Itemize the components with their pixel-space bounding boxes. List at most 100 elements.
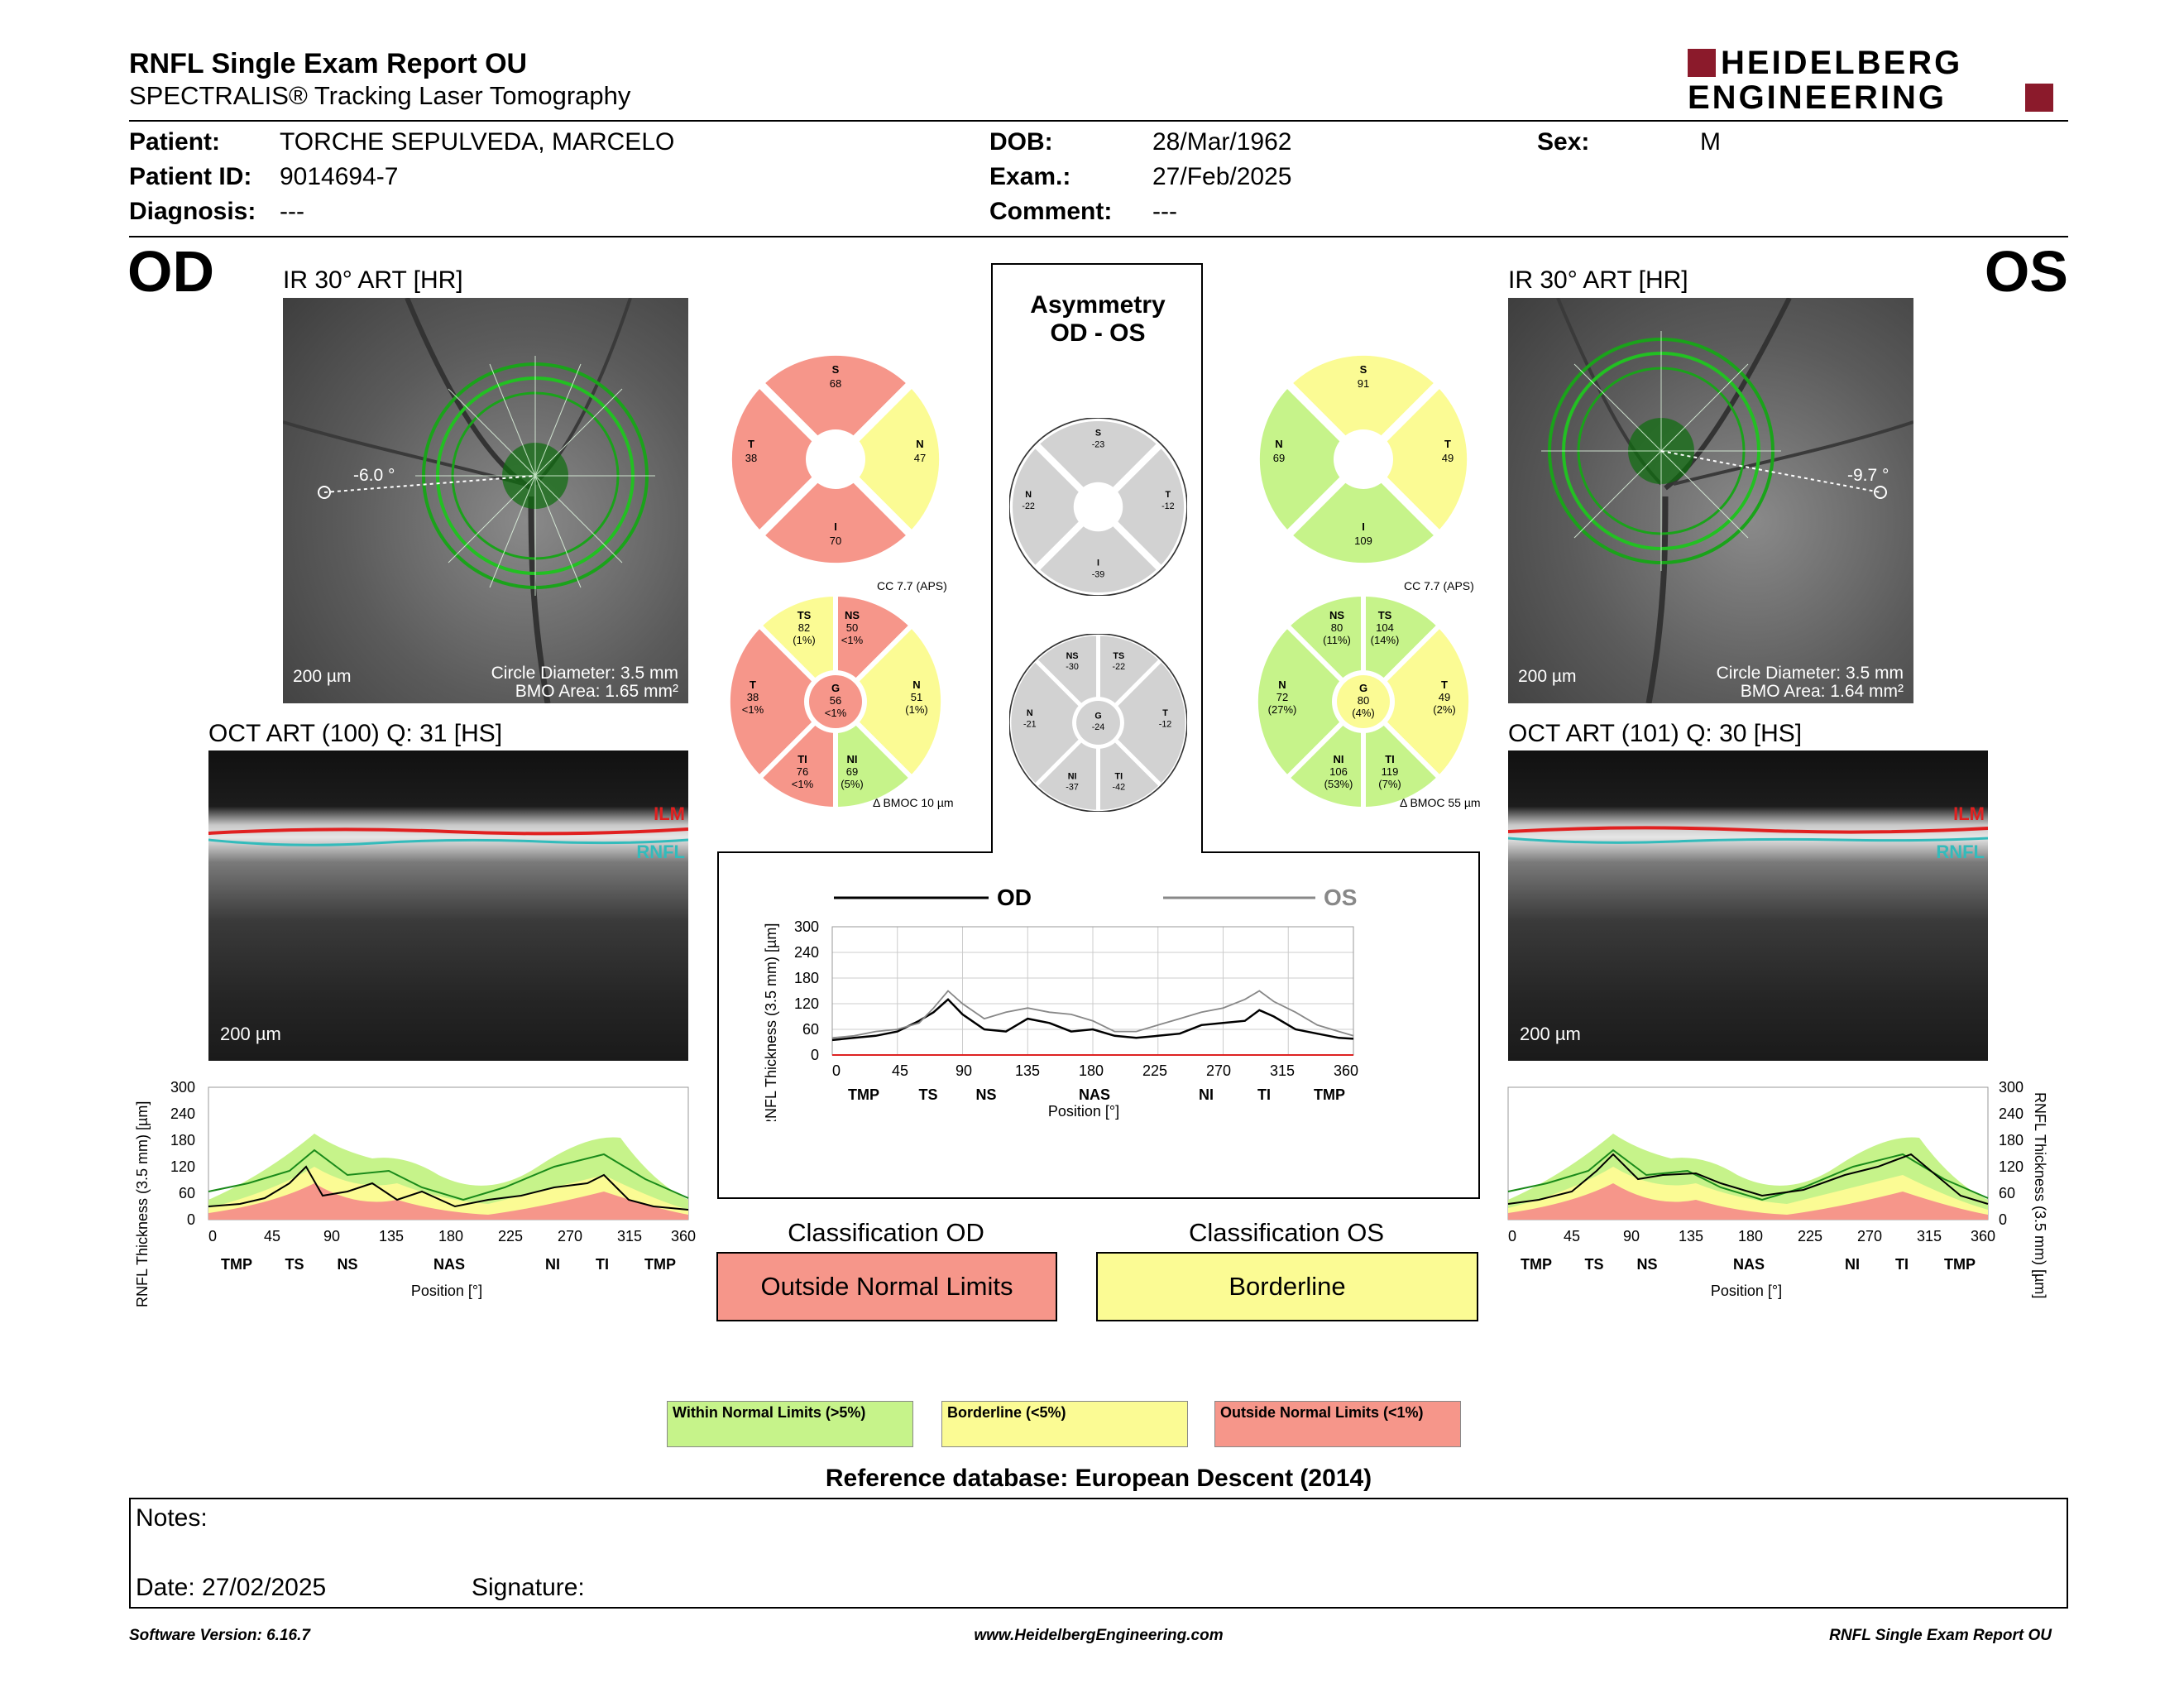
od-s-ns: 50 [846, 621, 858, 634]
svg-text:T: T [1444, 438, 1451, 450]
classification-od-title: Classification OD [788, 1218, 984, 1247]
as-s-g: -24 [1092, 722, 1105, 732]
os-fundus-overlay [1541, 298, 1913, 703]
od-bmo-area: BMO Area: 1.65 mm² [515, 682, 678, 701]
as-q-s: -23 [1092, 440, 1105, 450]
asymmetry-title-1: Asymmetry [1030, 291, 1166, 319]
svg-text:N: N [916, 438, 923, 450]
os-sector-label: TI [1895, 1256, 1909, 1273]
svg-text:S: S [832, 363, 840, 376]
od-q-t: 38 [745, 452, 757, 464]
os-ytick: 120 [1999, 1158, 2024, 1175]
svg-text:NS: NS [845, 609, 860, 621]
legend-borderline: Borderline (<5%) [941, 1401, 1188, 1447]
svg-text:N: N [1027, 708, 1033, 718]
od-ir-title: IR 30° ART [HR] [283, 266, 463, 294]
os-xtick: 0 [1508, 1228, 1516, 1244]
od-s-t: 38 [747, 691, 759, 703]
center-frame [717, 263, 1480, 1199]
od-xtick: 180 [438, 1228, 463, 1244]
legend-od-label: OD [997, 885, 1032, 910]
od-scale-label: 200 µm [293, 667, 352, 686]
os-s-g: 80 [1358, 694, 1369, 707]
svg-text:I: I [1362, 520, 1365, 533]
main-x-axis-label: Position [°] [1047, 1103, 1120, 1120]
os-ytick: 240 [1999, 1105, 2024, 1122]
os-s-ns: 80 [1331, 621, 1343, 634]
patient-name: TORCHE SEPULVEDA, MARCELO [280, 128, 675, 156]
svg-text:NI: NI [1068, 771, 1077, 781]
os-q-t: 49 [1442, 452, 1454, 464]
svg-text:I: I [834, 520, 837, 533]
od-fundus-overlay [283, 298, 655, 703]
asymmetry-chart: OD OS RNFL Thickness (3.5 mm) [µm] 300 2… [761, 873, 1406, 1129]
main-sector: TMP [848, 1086, 879, 1103]
od-circle-diameter: Circle Diameter: 3.5 mm [491, 664, 678, 683]
asymmetry-sector-diagram: NS -30 TS -22 N -21 G -24 T -12 NI -37 TI -42 [1007, 631, 1190, 814]
dob-value: 28/Mar/1962 [1152, 128, 1292, 156]
os-oct-title: OCT ART (101) Q: 30 [HS] [1508, 720, 1803, 747]
od-xtick: 90 [323, 1228, 340, 1244]
os-q-i: 109 [1354, 535, 1372, 547]
os-s-ns-p: (11%) [1323, 634, 1351, 646]
od-ilm-label: ILM [654, 803, 685, 824]
svg-text:N: N [1275, 438, 1282, 450]
od-sector-label: TS [285, 1256, 304, 1273]
svg-text:S: S [1360, 363, 1367, 376]
os-xtick: 315 [1917, 1228, 1942, 1244]
as-s-n: -21 [1023, 719, 1037, 729]
reference-database: Reference database: European Descent (20… [825, 1465, 1372, 1492]
os-sector-label: NI [1845, 1256, 1860, 1273]
svg-text:TS: TS [1113, 651, 1124, 661]
as-s-ts: -22 [1113, 662, 1126, 672]
os-s-t: 49 [1439, 691, 1450, 703]
os-eye-label: OS [1984, 239, 2068, 304]
classification-os-value: Borderline [1228, 1272, 1346, 1301]
od-ytick: 300 [170, 1079, 195, 1096]
os-s-n-p: (27%) [1268, 703, 1297, 716]
od-s-ns-p: <1% [841, 634, 864, 646]
os-bmoc: Δ BMOC 55 µm [1400, 796, 1481, 809]
os-thickness-svg: RNFL Thickness (3.5 mm) [µm] 300 240 180… [1507, 1079, 2048, 1299]
od-ytick: 0 [187, 1211, 195, 1228]
os-x-axis-label: Position [°] [1711, 1283, 1782, 1299]
od-rnfl-label: RNFL [636, 842, 685, 862]
os-oct-layers [1508, 826, 1988, 844]
od-quadrant-diagram: S 68 T 38 N 47 I 70 [723, 347, 948, 572]
comment-value: --- [1152, 198, 1177, 225]
main-xtick: 315 [1270, 1062, 1295, 1079]
od-sector-label: NI [545, 1256, 560, 1273]
os-xtick: 360 [1971, 1228, 1995, 1244]
main-xtick: 270 [1206, 1062, 1231, 1079]
od-cc: CC 7.7 (APS) [877, 579, 947, 592]
classification-os-box: Borderline [1096, 1252, 1478, 1321]
od-eye-label: OD [127, 239, 214, 304]
od-s-ni: 69 [846, 765, 858, 778]
os-xtick: 45 [1564, 1228, 1580, 1244]
os-sector-label: NAS [1733, 1256, 1765, 1273]
main-xtick: 180 [1079, 1062, 1104, 1079]
os-s-t-p: (2%) [1433, 703, 1455, 716]
svg-text:NS: NS [1329, 609, 1344, 621]
os-ytick: 300 [1999, 1079, 2024, 1096]
od-s-g: 56 [830, 694, 841, 707]
od-sector-label: TMP [644, 1256, 676, 1273]
main-ytick: 300 [794, 918, 819, 935]
os-s-ti-p: (7%) [1378, 778, 1401, 790]
os-ytick: 0 [1999, 1211, 2007, 1228]
svg-text:TI: TI [1385, 753, 1395, 765]
patient-id-label: Patient ID: [129, 163, 252, 190]
od-oct-scale: 200 µm [220, 1024, 281, 1044]
os-sector-label: TS [1584, 1256, 1603, 1273]
asymmetry-title: Asymmetry OD - OS [993, 291, 1203, 348]
main-sector: NAS [1079, 1086, 1110, 1103]
footer-url[interactable]: www.HeidelbergEngineering.com [974, 1627, 1224, 1644]
od-q-n: 47 [914, 452, 926, 464]
od-s-n: 51 [911, 691, 922, 703]
svg-text:TS: TS [797, 609, 812, 621]
od-xtick: 270 [558, 1228, 582, 1244]
os-xtick: 225 [1798, 1228, 1822, 1244]
asymmetry-chart-svg: OD OS RNFL Thickness (3.5 mm) [µm] 300 2… [763, 885, 1358, 1129]
os-angle: -9.7 ° [1847, 466, 1889, 485]
main-sector: NS [975, 1086, 996, 1103]
